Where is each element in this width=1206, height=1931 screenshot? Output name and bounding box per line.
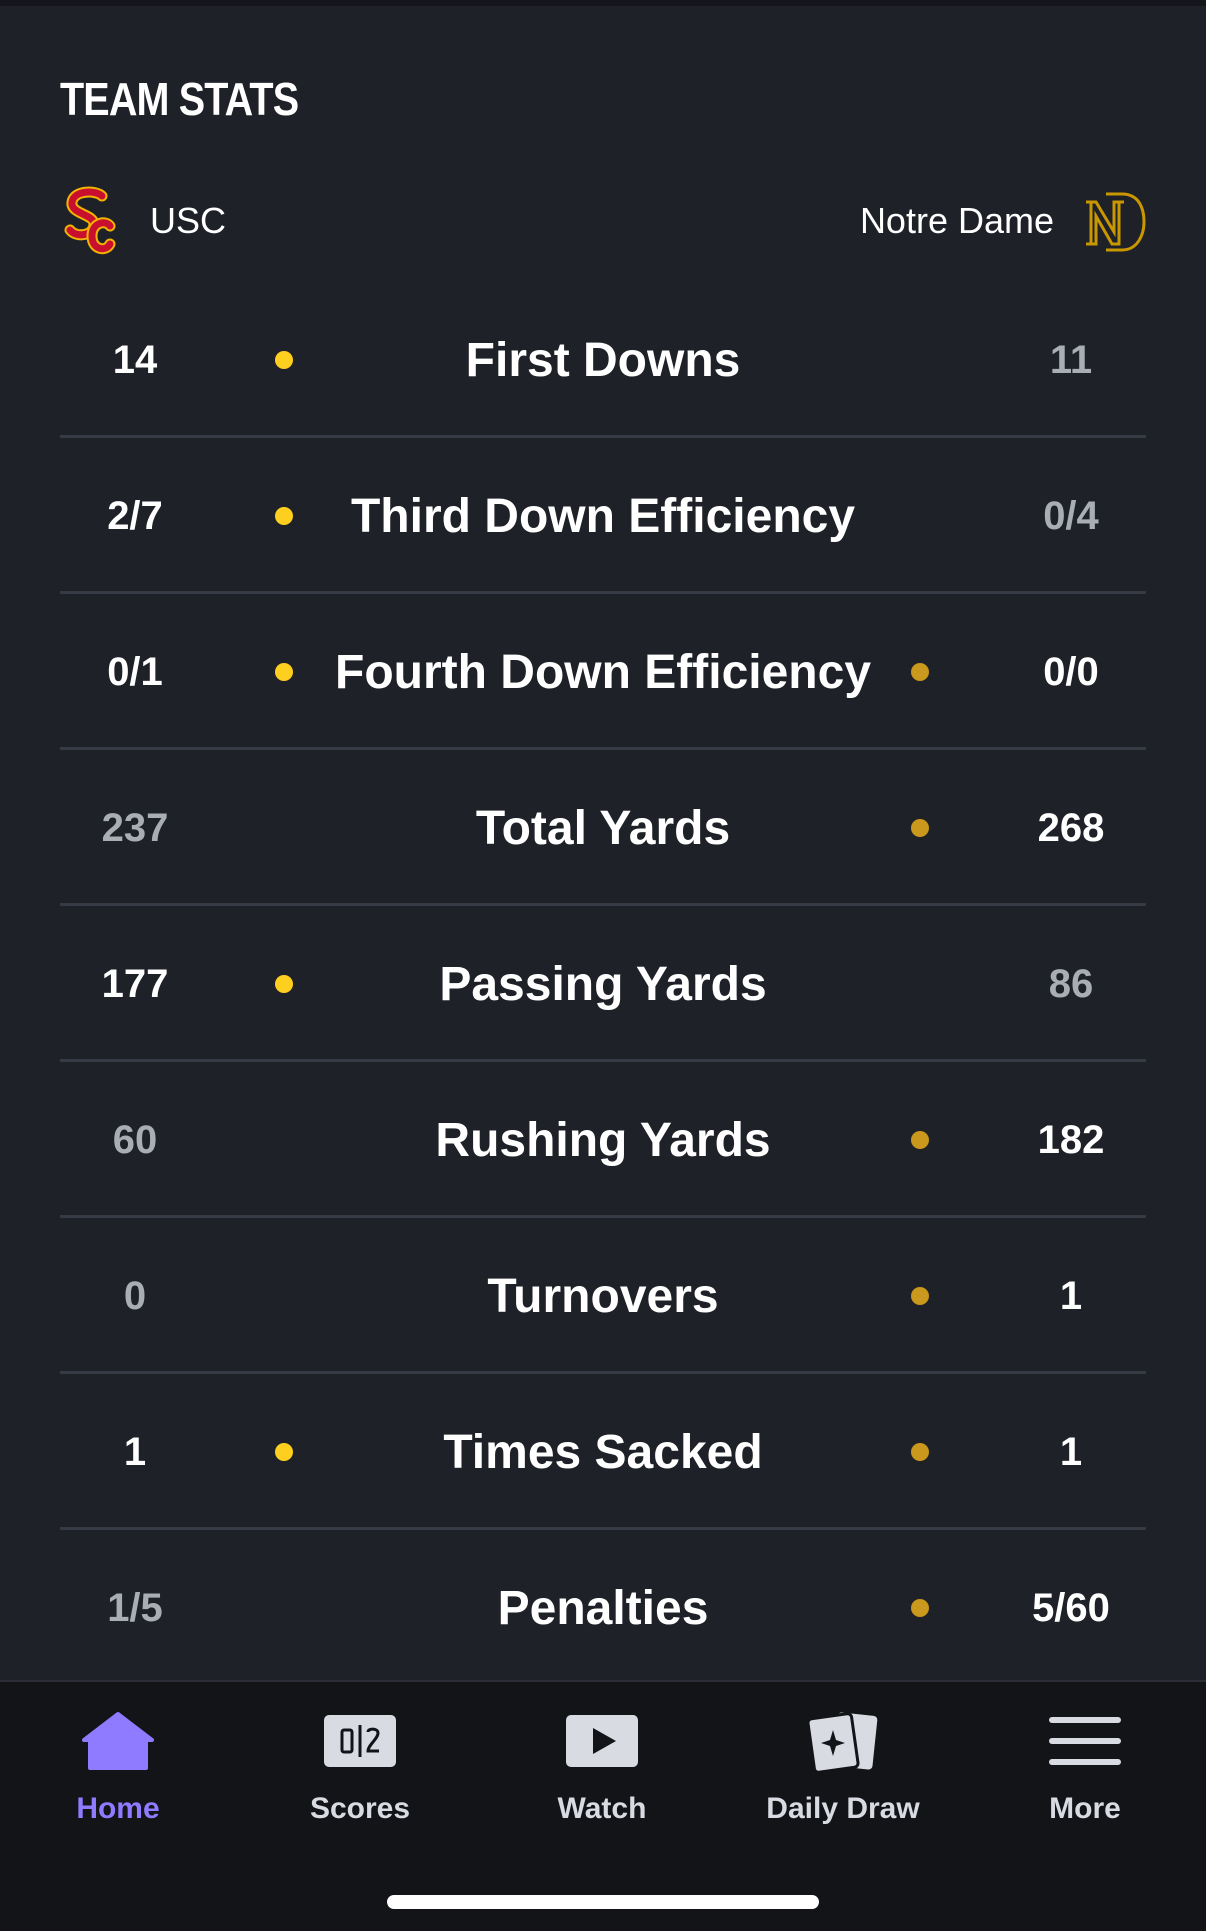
leader-dot-notre-dame [911, 663, 929, 681]
stat-row: 0/1 Fourth Down Efficiency 0/0 [60, 594, 1146, 750]
leader-dot-notre-dame [911, 819, 929, 837]
scores-icon [320, 1708, 400, 1774]
home-icon [78, 1708, 158, 1774]
stat-value-notre-dame: 1 [1059, 1273, 1083, 1318]
nav-watch-label: Watch [557, 1792, 647, 1825]
menu-icon [1045, 1708, 1125, 1774]
stat-label: Third Down Efficiency [350, 489, 856, 543]
nav-daily-draw[interactable]: Daily Draw [743, 1708, 943, 1838]
nav-home-label: Home [76, 1792, 160, 1825]
stat-label: First Downs [465, 333, 741, 387]
team-name-left: USC [150, 200, 227, 241]
leader-dot-notre-dame [911, 1443, 929, 1461]
daily-draw-icon [803, 1708, 883, 1774]
stat-value-usc: 0 [123, 1273, 147, 1318]
stat-value-notre-dame: 0/4 [1043, 493, 1099, 538]
stat-label: Times Sacked [443, 1425, 763, 1479]
stat-row: 237 Total Yards 268 [60, 750, 1146, 906]
stat-value-notre-dame: 182 [1037, 1117, 1105, 1162]
leader-dot-usc [275, 663, 293, 681]
team-header-usc: USC [60, 186, 226, 256]
team-header-notre-dame: Notre Dame [860, 186, 1146, 256]
stat-value-usc: 1/5 [107, 1585, 163, 1630]
nav-scores[interactable]: Scores [260, 1708, 460, 1838]
nav-daily-draw-label: Daily Draw [766, 1792, 920, 1825]
team-name-right: Notre Dame [859, 200, 1054, 241]
stat-row: 14 First Downs 11 [60, 282, 1146, 438]
leader-dot-usc [275, 1443, 293, 1461]
usc-sc-logo-icon [64, 186, 116, 255]
top-strip [0, 0, 1206, 6]
stat-row: 60 Rushing Yards 182 [60, 1062, 1146, 1218]
stat-row: 2/7 Third Down Efficiency 0/4 [60, 438, 1146, 594]
section-title: TEAM STATS [60, 73, 299, 125]
stat-label: Penalties [497, 1581, 709, 1635]
stat-value-usc: 1 [123, 1429, 147, 1474]
stat-value-notre-dame: 11 [1049, 337, 1093, 382]
leader-dot-notre-dame [911, 1287, 929, 1305]
stat-row: 1 Times Sacked 1 [60, 1374, 1146, 1530]
home-indicator[interactable] [387, 1895, 819, 1909]
stat-label: Rushing Yards [435, 1113, 771, 1167]
stat-row: 177 Passing Yards 86 [60, 906, 1146, 1062]
stat-value-usc: 237 [101, 805, 169, 850]
stat-value-usc: 60 [112, 1117, 158, 1162]
nav-scores-label: Scores [309, 1792, 411, 1825]
stat-value-notre-dame: 5/60 [1032, 1585, 1110, 1630]
leader-dot-notre-dame [911, 1131, 929, 1149]
notre-dame-nd-logo-icon [1086, 192, 1146, 252]
stat-label: Fourth Down Efficiency [334, 645, 872, 699]
stat-value-usc: 177 [101, 961, 169, 1006]
leader-dot-usc [275, 351, 293, 369]
stat-value-usc: 2/7 [107, 493, 163, 538]
bottom-navigation-bar: Home Scores Watch [0, 1680, 1206, 1931]
nav-more-label: More [1049, 1792, 1121, 1825]
nav-home[interactable]: Home [18, 1708, 218, 1838]
nav-more[interactable]: More [985, 1708, 1185, 1838]
stat-value-notre-dame: 1 [1059, 1429, 1083, 1474]
leader-dot-notre-dame [911, 1599, 929, 1617]
stat-label: Turnovers [487, 1269, 719, 1323]
stat-label: Passing Yards [439, 957, 767, 1011]
stat-value-notre-dame: 0/0 [1043, 649, 1099, 694]
stat-value-usc: 0/1 [107, 649, 163, 694]
stat-label: Total Yards [475, 801, 731, 855]
stat-value-usc: 14 [112, 337, 158, 382]
leader-dot-usc [275, 507, 293, 525]
leader-dot-usc [275, 975, 293, 993]
nav-watch[interactable]: Watch [502, 1708, 702, 1838]
team-stats-table: 14 First Downs 11 2/7 Third Down Efficiency 0… [60, 282, 1146, 1686]
stat-value-notre-dame: 86 [1048, 961, 1094, 1006]
play-icon [562, 1708, 642, 1774]
stat-row: 1/5 Penalties 5/60 [60, 1530, 1146, 1686]
stat-value-notre-dame: 268 [1037, 805, 1105, 850]
stat-row: 0 Turnovers 1 [60, 1218, 1146, 1374]
